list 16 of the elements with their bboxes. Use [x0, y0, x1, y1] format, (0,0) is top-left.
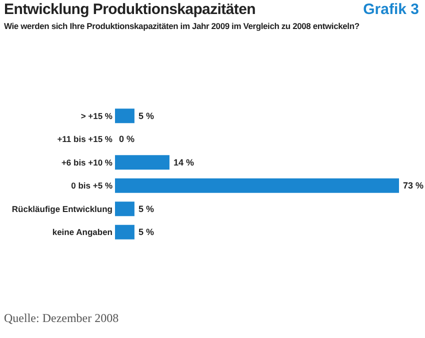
chart-title: Entwicklung Produktionskapazitäten — [4, 1, 256, 18]
data-label: 5 % — [138, 110, 154, 121]
y-tick-label: +6 bis +10 % — [61, 157, 113, 168]
y-tick-label: > +15 % — [80, 110, 113, 121]
data-label: 73 % — [403, 180, 424, 191]
text: Grafik 3 — [363, 1, 419, 18]
chart-subtitle: Wie werden sich Ihre Produktionskapazitäten im Jahr 2009 im Vergleich zu 2008 entwickeln? — [4, 21, 360, 31]
y-tick-label: +11 bis +15 % — [57, 134, 113, 144]
data-label: 5 % — [138, 204, 154, 214]
data-label: 5 % — [138, 227, 154, 238]
source-note: Quelle: Dezember 2008 — [4, 311, 119, 326]
data-label: 14 % — [173, 157, 194, 168]
y-tick-label: keine Angaben — [52, 227, 112, 238]
y-tick-label: Rückläufige Entwicklung — [12, 204, 112, 214]
data-label: 0 % — [119, 134, 135, 144]
y-tick-label: 0 bis +5 % — [71, 180, 113, 191]
